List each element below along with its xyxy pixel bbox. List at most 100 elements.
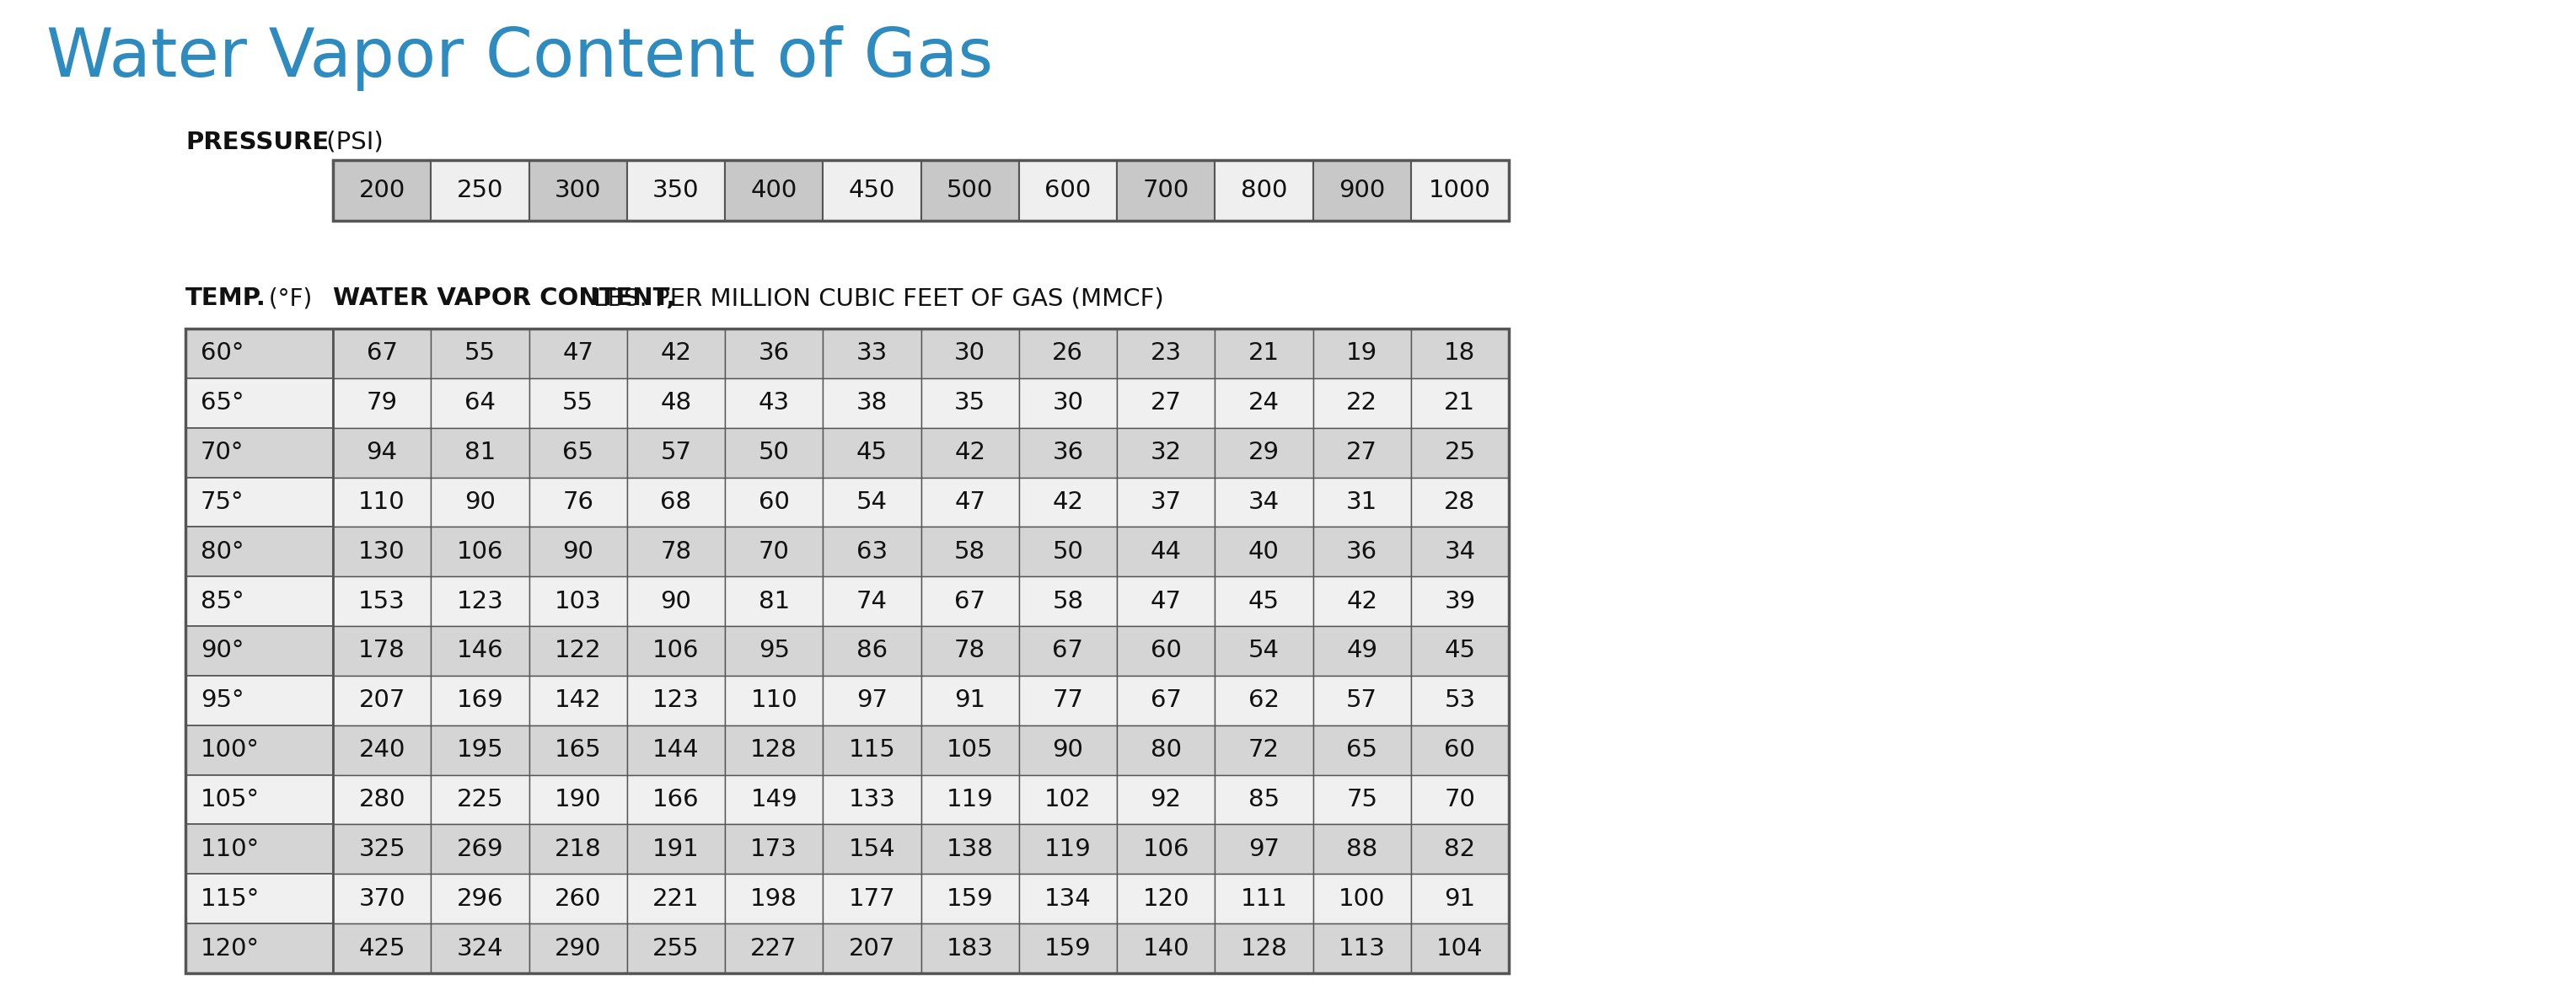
Bar bbox=[1216, 577, 1314, 626]
Bar bbox=[920, 577, 1020, 626]
Text: 21: 21 bbox=[1249, 341, 1280, 365]
Bar bbox=[724, 160, 822, 221]
Text: 144: 144 bbox=[652, 739, 698, 762]
Text: 36: 36 bbox=[1051, 440, 1084, 464]
Bar bbox=[1216, 676, 1314, 726]
Text: 62: 62 bbox=[1249, 689, 1280, 713]
Bar bbox=[920, 726, 1020, 775]
Bar bbox=[185, 825, 332, 874]
Text: 78: 78 bbox=[953, 639, 987, 663]
Bar bbox=[528, 676, 626, 726]
Bar bbox=[1020, 924, 1118, 973]
Bar bbox=[430, 577, 528, 626]
Text: 190: 190 bbox=[554, 788, 600, 812]
Text: 133: 133 bbox=[848, 788, 896, 812]
Text: 19: 19 bbox=[1347, 341, 1378, 365]
Text: 800: 800 bbox=[1242, 178, 1288, 202]
Text: 255: 255 bbox=[652, 937, 698, 960]
Text: 31: 31 bbox=[1347, 490, 1378, 514]
Bar bbox=[822, 527, 920, 577]
Bar bbox=[822, 775, 920, 825]
Bar bbox=[1118, 427, 1216, 477]
Bar bbox=[332, 477, 430, 527]
Text: 90°: 90° bbox=[201, 639, 245, 663]
Text: 149: 149 bbox=[750, 788, 799, 812]
Bar bbox=[724, 676, 822, 726]
Bar bbox=[626, 775, 724, 825]
Text: 60°: 60° bbox=[201, 341, 245, 365]
Text: 154: 154 bbox=[848, 838, 896, 861]
Text: 178: 178 bbox=[358, 639, 404, 663]
Text: 67: 67 bbox=[953, 590, 987, 614]
Text: 240: 240 bbox=[358, 739, 404, 762]
Text: 65: 65 bbox=[562, 440, 592, 464]
Bar bbox=[1314, 726, 1412, 775]
Text: 60: 60 bbox=[1151, 639, 1182, 663]
Text: 54: 54 bbox=[1249, 639, 1280, 663]
Bar bbox=[626, 427, 724, 477]
Text: 23: 23 bbox=[1151, 341, 1182, 365]
Text: 207: 207 bbox=[358, 689, 404, 713]
Text: 90: 90 bbox=[464, 490, 495, 514]
Text: 1000: 1000 bbox=[1430, 178, 1492, 202]
Text: 30: 30 bbox=[953, 341, 987, 365]
Text: PRESSURE: PRESSURE bbox=[185, 130, 330, 154]
Text: 58: 58 bbox=[1051, 590, 1084, 614]
Bar bbox=[920, 676, 1020, 726]
Bar bbox=[626, 378, 724, 427]
Bar bbox=[1216, 378, 1314, 427]
Bar bbox=[1412, 676, 1510, 726]
Text: 60: 60 bbox=[757, 490, 788, 514]
Bar bbox=[1314, 427, 1412, 477]
Text: 370: 370 bbox=[358, 887, 404, 911]
Bar bbox=[1118, 775, 1216, 825]
Bar bbox=[1020, 775, 1118, 825]
Text: 142: 142 bbox=[554, 689, 600, 713]
Bar bbox=[430, 427, 528, 477]
Bar bbox=[724, 328, 822, 378]
Text: WATER VAPOR CONTENT,: WATER VAPOR CONTENT, bbox=[332, 286, 675, 310]
Bar bbox=[332, 160, 430, 221]
Text: 225: 225 bbox=[456, 788, 502, 812]
Bar bbox=[626, 874, 724, 924]
Text: 115°: 115° bbox=[201, 887, 260, 911]
Text: 45: 45 bbox=[1249, 590, 1280, 614]
Text: 45: 45 bbox=[1445, 639, 1476, 663]
Text: 25: 25 bbox=[1445, 440, 1476, 464]
Text: 119: 119 bbox=[1043, 838, 1092, 861]
Text: 65: 65 bbox=[1347, 739, 1378, 762]
Bar bbox=[332, 825, 430, 874]
Bar bbox=[1412, 160, 1510, 221]
Bar bbox=[185, 328, 332, 378]
Bar bbox=[724, 775, 822, 825]
Text: 177: 177 bbox=[848, 887, 896, 911]
Text: 60: 60 bbox=[1445, 739, 1476, 762]
Bar bbox=[1118, 726, 1216, 775]
Text: 100°: 100° bbox=[201, 739, 260, 762]
Text: 90: 90 bbox=[562, 540, 592, 564]
Bar bbox=[1412, 726, 1510, 775]
Text: 221: 221 bbox=[652, 887, 698, 911]
Bar bbox=[430, 676, 528, 726]
Text: 81: 81 bbox=[464, 440, 495, 464]
Bar bbox=[1314, 328, 1412, 378]
Bar bbox=[626, 726, 724, 775]
Text: 296: 296 bbox=[456, 887, 502, 911]
Text: 250: 250 bbox=[456, 178, 502, 202]
Text: 27: 27 bbox=[1347, 440, 1378, 464]
Bar bbox=[1020, 626, 1118, 676]
Bar bbox=[185, 924, 332, 973]
Text: 128: 128 bbox=[750, 739, 799, 762]
Text: 169: 169 bbox=[456, 689, 502, 713]
Text: 900: 900 bbox=[1340, 178, 1386, 202]
Text: 22: 22 bbox=[1347, 391, 1378, 414]
Text: 85°: 85° bbox=[201, 590, 245, 614]
Text: 45: 45 bbox=[855, 440, 889, 464]
Text: 33: 33 bbox=[855, 341, 889, 365]
Text: 36: 36 bbox=[1347, 540, 1378, 564]
Bar bbox=[920, 527, 1020, 577]
Text: 120: 120 bbox=[1144, 887, 1190, 911]
Bar bbox=[528, 825, 626, 874]
Text: 94: 94 bbox=[366, 440, 397, 464]
Text: 37: 37 bbox=[1151, 490, 1182, 514]
